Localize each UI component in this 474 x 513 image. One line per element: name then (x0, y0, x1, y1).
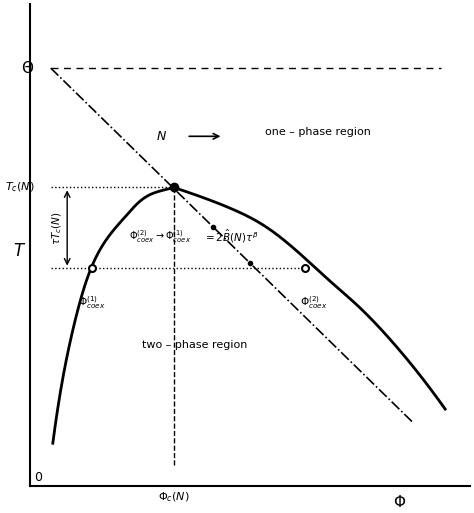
Text: two – phase region: two – phase region (142, 340, 247, 350)
Text: $\Phi^{(2)}_{coex}{\rightarrow}\Phi^{(1)}_{coex}$: $\Phi^{(2)}_{coex}{\rightarrow}\Phi^{(1)… (129, 228, 191, 245)
Text: 0: 0 (35, 471, 43, 484)
Text: $\Phi_c(N)$: $\Phi_c(N)$ (158, 490, 190, 504)
Text: T: T (13, 243, 23, 261)
Text: $N$: $N$ (156, 130, 167, 143)
Text: $\tau T_c(N)$: $\tau T_c(N)$ (50, 211, 64, 245)
Text: $\Theta$: $\Theta$ (21, 60, 34, 76)
Text: $T_c(N)$: $T_c(N)$ (5, 181, 34, 194)
Text: $=2\hat{B}(N)\tau^\beta$: $=2\hat{B}(N)\tau^\beta$ (203, 228, 258, 245)
Text: $\Phi$: $\Phi$ (393, 495, 407, 510)
Text: $\Phi^{(2)}_{coex}$: $\Phi^{(2)}_{coex}$ (300, 294, 328, 311)
Text: $\Phi^{(1)}_{coex}$: $\Phi^{(1)}_{coex}$ (78, 294, 106, 311)
Text: one – phase region: one – phase region (265, 127, 371, 137)
